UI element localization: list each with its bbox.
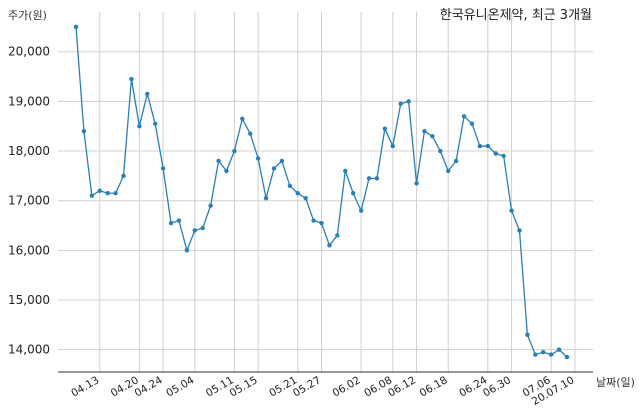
y-tick-label: 15,000 (8, 293, 50, 307)
data-point (263, 196, 269, 201)
data-point (564, 354, 570, 360)
data-point (113, 191, 118, 196)
data-point (453, 158, 459, 164)
data-point (556, 347, 562, 352)
data-point (446, 168, 451, 174)
data-point (358, 208, 364, 213)
x-tick-label: 06.18 (418, 374, 450, 399)
data-point (477, 143, 483, 149)
data-point (541, 349, 546, 355)
x-tick-label: 05.15 (228, 374, 260, 399)
x-axis-label: 날짜(일) (596, 375, 635, 389)
data-point (390, 143, 395, 149)
data-point (89, 193, 95, 198)
data-point (350, 191, 356, 196)
x-tick-label: 06.02 (331, 374, 363, 399)
data-point (398, 101, 403, 107)
x-tick-label: 06.30 (481, 374, 513, 399)
y-tick-label: 16,000 (8, 243, 50, 257)
data-point (97, 188, 102, 193)
data-point (414, 181, 419, 186)
x-tick-label: 06.12 (386, 374, 418, 399)
data-point (145, 91, 150, 97)
data-point (232, 148, 237, 154)
x-tick-label: 04.13 (69, 374, 101, 399)
data-point (438, 148, 443, 154)
data-point (533, 352, 538, 357)
data-point (319, 220, 324, 226)
data-point (240, 116, 245, 121)
y-tick-label: 18,000 (8, 144, 50, 158)
data-point (311, 218, 316, 223)
data-point (160, 166, 166, 171)
data-point (422, 128, 427, 134)
grid-layer (58, 12, 593, 372)
y-tick-labels: 14,000 15,000 16,000 17,000 18,000 19,000 20,0… (8, 45, 50, 357)
data-point (184, 248, 190, 253)
data-points (73, 24, 570, 360)
data-point (493, 151, 498, 156)
data-point (366, 176, 372, 181)
chart-title: 한국유니온제약, 최근 3개월 (440, 8, 592, 23)
data-point (517, 228, 522, 233)
data-point (469, 121, 475, 126)
x-tick-label: 04.24 (133, 374, 165, 400)
data-point (343, 168, 348, 174)
data-point (501, 153, 506, 159)
data-point (216, 158, 221, 164)
data-point (548, 352, 554, 357)
y-tick-label: 17,000 (8, 194, 50, 208)
data-point (335, 233, 340, 238)
data-point (485, 143, 491, 149)
data-point (271, 166, 277, 171)
data-point (168, 220, 174, 226)
data-point (406, 99, 411, 104)
data-point (248, 131, 253, 136)
data-point (73, 24, 79, 30)
data-point (224, 168, 229, 174)
y-tick-label: 19,000 (8, 94, 50, 108)
x-tick-label: 05.04 (164, 374, 196, 400)
data-point (192, 228, 197, 233)
data-point (295, 191, 300, 196)
data-point (382, 126, 388, 131)
data-point (105, 191, 110, 196)
y-tick-label: 14,000 (8, 343, 50, 357)
data-point (525, 332, 530, 337)
data-point (461, 114, 467, 119)
data-point (121, 173, 126, 179)
data-point (137, 124, 142, 129)
data-point (200, 225, 205, 231)
data-point (81, 128, 87, 134)
data-point (327, 243, 332, 248)
data-point (208, 203, 213, 208)
y-axis-label: 주가(원) (8, 9, 47, 22)
data-point (430, 133, 435, 139)
data-point (129, 76, 134, 82)
data-point (303, 196, 308, 201)
y-tick-label: 20,000 (8, 45, 50, 59)
data-point (255, 156, 261, 161)
x-tick-label: 05.27 (291, 374, 323, 399)
data-point (152, 121, 158, 126)
data-point (279, 158, 285, 164)
data-point (374, 176, 380, 181)
data-point (287, 183, 293, 188)
data-point (176, 218, 182, 223)
data-point (509, 208, 514, 213)
